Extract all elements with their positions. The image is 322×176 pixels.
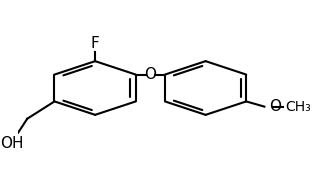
Text: OH: OH [0,136,24,151]
Text: CH₃: CH₃ [286,100,311,114]
Text: F: F [91,36,99,51]
Text: O: O [269,99,281,114]
Text: O: O [144,67,156,82]
